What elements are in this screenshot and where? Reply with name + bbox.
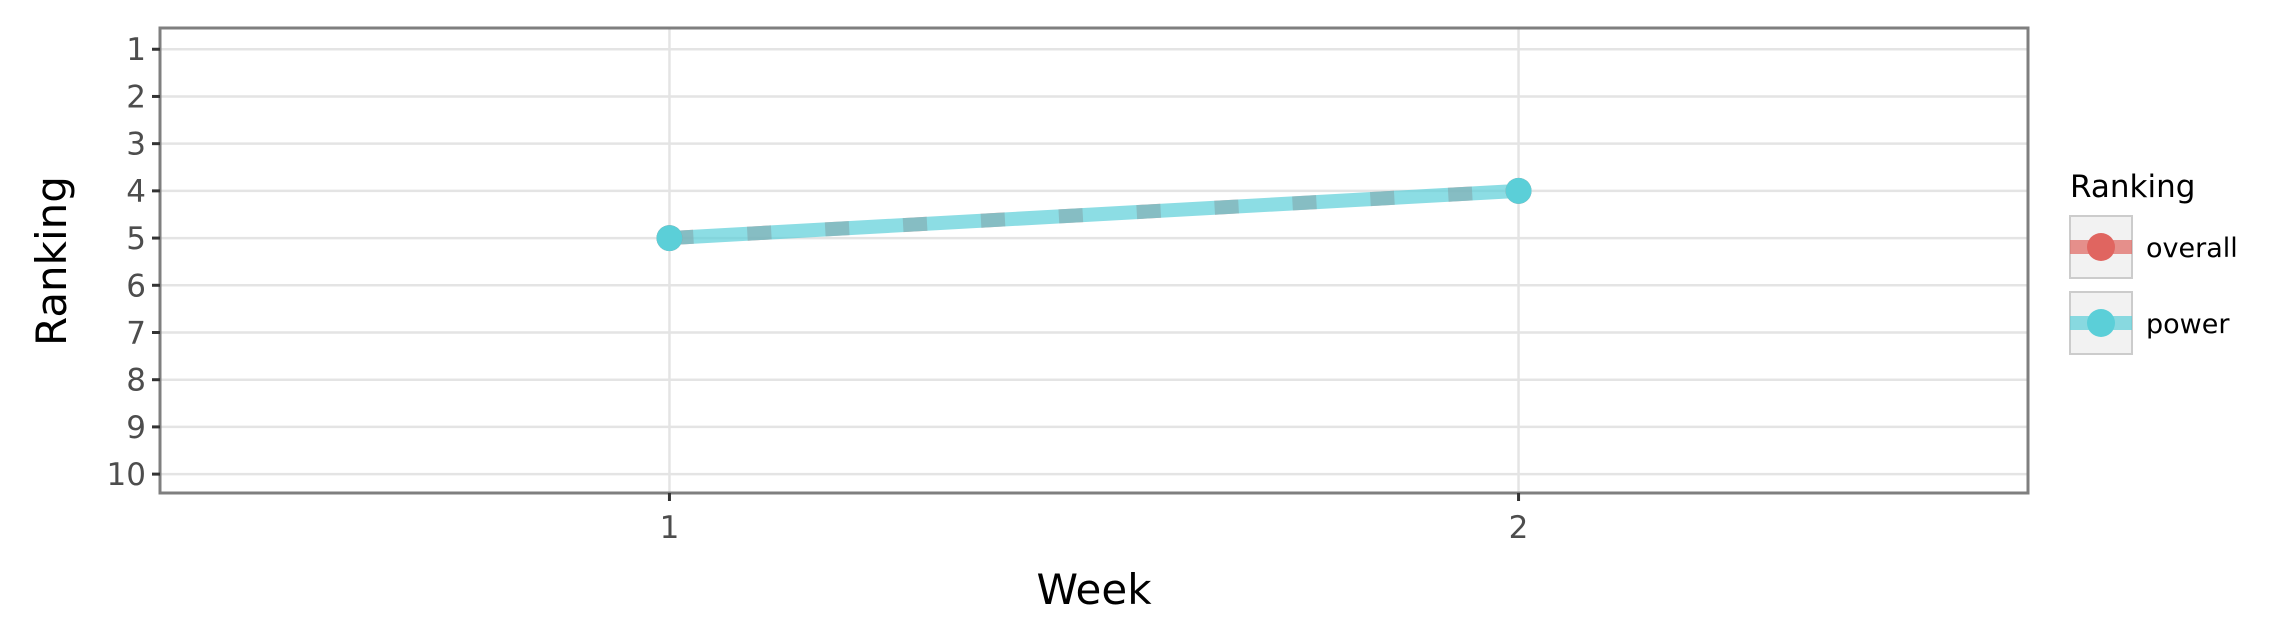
series-line-power — [669, 183, 1519, 246]
legend-label-power: power — [2146, 309, 2230, 340]
legend-title: Ranking — [2070, 169, 2195, 205]
y-tick-label: 4 — [126, 174, 146, 210]
y-tick-label: 9 — [126, 410, 146, 446]
data-point-power — [1505, 177, 1532, 204]
y-tick-label: 7 — [126, 315, 146, 351]
y-axis-title: Ranking — [27, 176, 76, 346]
y-axis-ticks: 1 2 3 4 5 6 7 8 9 10 — [107, 32, 160, 493]
x-axis-title: Week — [1036, 565, 1152, 614]
legend-key-marker — [2087, 233, 2115, 261]
y-tick-label: 8 — [126, 363, 146, 399]
y-tick-label: 5 — [126, 221, 146, 257]
data-point-power — [656, 225, 683, 252]
x-tick-label: 2 — [1509, 510, 1529, 546]
y-tick-label: 1 — [126, 32, 146, 68]
plot-border — [158, 26, 2030, 495]
y-tick-label: 3 — [126, 127, 146, 163]
series-lines — [656, 177, 1532, 252]
legend-label-overall: overall — [2146, 233, 2238, 264]
y-tick-label: 2 — [126, 79, 146, 115]
y-tick-label: 10 — [107, 457, 146, 493]
y-tick-label: 6 — [126, 268, 146, 304]
plot-panel — [160, 28, 2028, 493]
legend: Ranking overall power — [2069, 169, 2238, 355]
legend-key-marker — [2087, 309, 2115, 337]
gridlines — [160, 28, 2028, 493]
x-tick-label: 1 — [660, 510, 680, 546]
